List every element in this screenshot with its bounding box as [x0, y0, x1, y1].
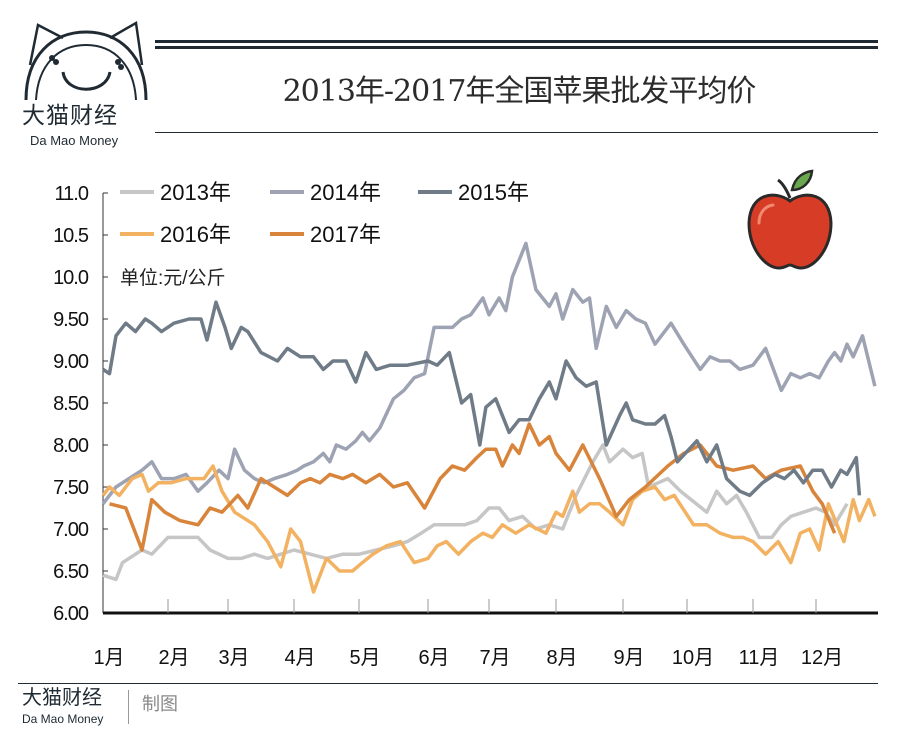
series-line-2017: [109, 422, 837, 552]
legend-label: 2014年: [310, 180, 381, 205]
footer-brand-cn: 大猫财经: [22, 685, 102, 709]
x-tick-label: 9月: [613, 647, 644, 669]
legend-item: 2015年: [418, 180, 529, 205]
y-tick-label: 6.50: [53, 561, 89, 583]
x-tick-label: 8月: [546, 647, 577, 669]
series-line-2015: [102, 300, 862, 498]
x-tick-label: 4月: [284, 647, 315, 669]
brand-name-cn: 大猫财经: [22, 103, 118, 129]
legend-item: 2013年: [120, 180, 231, 205]
series-lines: [101, 241, 877, 594]
x-tick-label: 6月: [418, 647, 449, 669]
y-tick-label: 7.00: [53, 519, 89, 541]
y-tick-label: 9.00: [53, 351, 89, 373]
legend-label: 2013年: [160, 180, 231, 205]
apple-icon: [747, 169, 833, 270]
x-tick-label: 2月: [158, 647, 189, 669]
footer-brand-en: Da Mao Money: [22, 712, 104, 726]
y-tick-label: 9.50: [53, 309, 89, 331]
legend-item: 2014年: [270, 180, 381, 205]
y-tick-label: 10.0: [53, 267, 89, 289]
y-axis: 6.00 6.50 7.00 7.50 8.00 8.50 9.00 9.50 10.0 10.5…: [53, 183, 108, 625]
y-tick-label: 11.0: [55, 183, 89, 205]
y-tick-label: 10.5: [53, 225, 89, 247]
x-tick-label: 3月: [218, 647, 249, 669]
legend-item: 2017年: [270, 222, 381, 247]
y-tick-label: 6.00: [53, 603, 89, 625]
line-chart: 6.00 6.50 7.00 7.50 8.00 8.50 9.00 9.50 10.0 10.5…: [53, 180, 878, 669]
y-tick-label: 7.50: [53, 477, 89, 499]
legend-label: 2016年: [160, 222, 231, 247]
header-rule-top: [155, 40, 878, 43]
footer-divider: [128, 690, 129, 724]
y-tick-label: 8.50: [53, 393, 89, 415]
footer-rule: [18, 683, 878, 684]
x-tick-label: 11月: [739, 647, 780, 669]
x-tick-label: 12月: [801, 647, 843, 669]
x-tick-label: 10月: [672, 647, 714, 669]
legend-label: 2017年: [310, 222, 381, 247]
y-tick-label: 8.00: [53, 435, 89, 457]
legend-label: 2015年: [458, 180, 529, 205]
legend: 2013年 2014年 2015年 2016年 2017年: [120, 180, 529, 247]
x-tick-label: 1月: [93, 647, 124, 669]
series-line-2016: [101, 464, 877, 594]
page-title: 2013年-2017年全国苹果批发平均价: [282, 74, 757, 109]
unit-label: 单位:元/公斤: [120, 267, 226, 289]
x-tick-label: 5月: [349, 647, 380, 669]
x-tick-label: 7月: [479, 647, 510, 669]
cat-logo-icon: [24, 20, 148, 101]
series-line-2014: [101, 241, 877, 505]
brand-name-en: Da Mao Money: [30, 133, 119, 148]
x-axis: 1月 2月 3月 4月 5月 6月 7月 8月 9月 10月 11月 12月: [93, 599, 878, 669]
series-line-2013: [102, 443, 849, 582]
footer-credit: 制图: [142, 694, 178, 715]
legend-item: 2016年: [120, 222, 231, 247]
header-rule-top-2: [155, 46, 878, 49]
header-rule-bottom: [155, 132, 878, 133]
